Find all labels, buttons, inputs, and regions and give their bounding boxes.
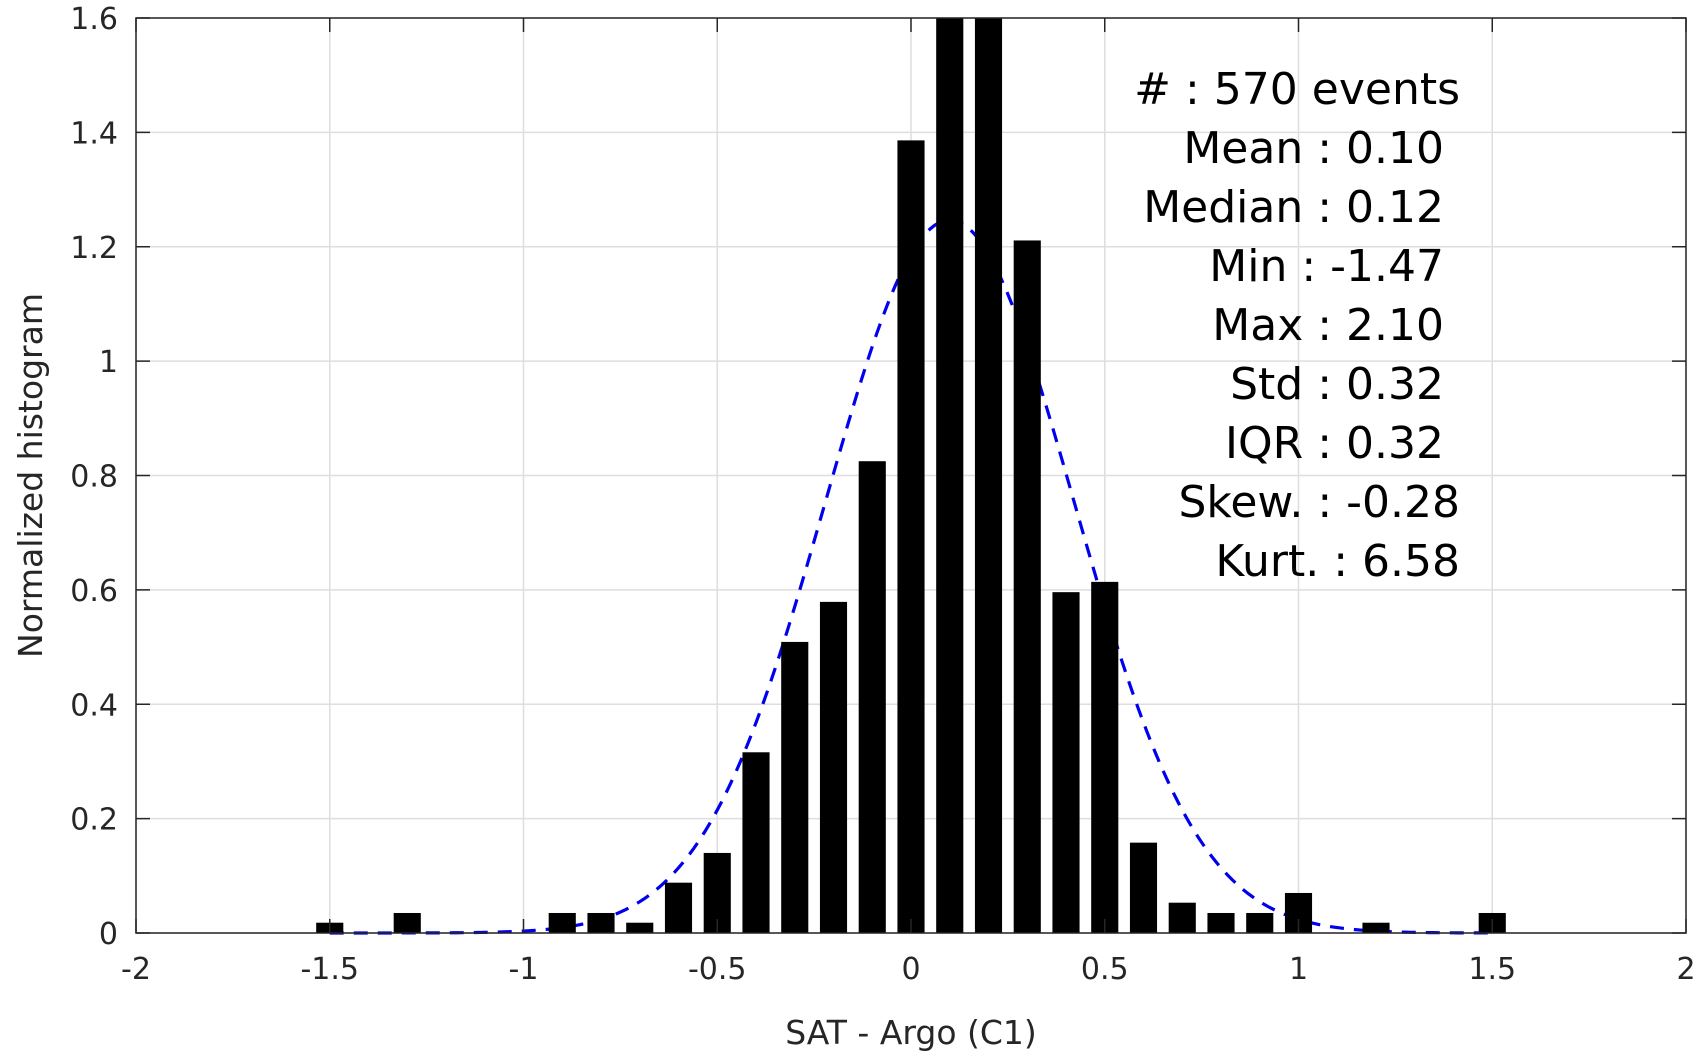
stat-line: Std : 0.32	[1230, 359, 1444, 410]
x-tick-label: 1.5	[1468, 952, 1516, 987]
y-tick-labels: 0 0.2 0.4 0.6 0.8 1 1.2 1.4 1.6	[70, 2, 118, 952]
stat-line: Mean : 0.10	[1183, 123, 1444, 174]
x-axis-label: SAT - Argo (C1)	[785, 1013, 1037, 1052]
histogram-bar	[858, 461, 886, 933]
x-tick-label: 1	[1289, 952, 1308, 987]
histogram-bar	[548, 912, 576, 933]
y-tick-label: 0.4	[70, 688, 118, 723]
stats-annotation: # : 570 events Mean : 0.10 Median : 0.12 Mi…	[1134, 64, 1460, 587]
histogram-bar	[1129, 842, 1158, 933]
stat-line: # : 570 events	[1134, 64, 1460, 115]
y-tick-label: 0.6	[70, 574, 118, 609]
histogram-bar	[1052, 592, 1080, 933]
x-tick-label: -2	[121, 952, 151, 987]
y-tick-label: 0.8	[70, 460, 118, 495]
x-tick-label: -1.5	[300, 952, 359, 987]
stat-line: IQR : 0.32	[1225, 418, 1444, 469]
histogram-bar	[1091, 581, 1119, 933]
histogram-bar	[1013, 240, 1041, 934]
x-tick-label: -1	[509, 952, 539, 987]
y-tick-label: 0.2	[70, 803, 118, 838]
stat-line: Min : -1.47	[1209, 241, 1444, 292]
y-axis-label: Normalized histogram	[11, 293, 50, 658]
x-tick-label: 0.5	[1081, 952, 1129, 987]
y-tick-label: 0	[99, 917, 118, 952]
y-tick-label: 1	[99, 345, 118, 380]
stat-line: Median : 0.12	[1143, 182, 1444, 233]
histogram-bar	[819, 601, 848, 933]
histogram-bar	[1246, 912, 1274, 933]
histogram-bar	[936, 18, 964, 933]
histogram-bar	[626, 922, 654, 933]
histogram-bar	[974, 18, 1003, 933]
stat-line: Kurt. : 6.58	[1215, 536, 1460, 587]
histogram-bar	[897, 140, 925, 934]
y-tick-label: 1.2	[70, 231, 118, 266]
y-tick-label: 1.6	[70, 2, 118, 37]
histogram-bars	[316, 18, 1506, 934]
stat-line: Skew. : -0.28	[1179, 477, 1461, 528]
histogram-bar	[742, 752, 770, 933]
x-tick-label: 0	[901, 952, 920, 987]
y-tick-label: 1.4	[70, 116, 118, 151]
histogram-bar	[393, 912, 421, 933]
histogram-bar	[781, 641, 809, 933]
x-tick-labels: -2 -1.5 -1 -0.5 0 0.5 1 1.5 2	[121, 952, 1696, 987]
plot-axes	[135, 17, 1687, 934]
stat-line: Max : 2.10	[1212, 300, 1444, 351]
histogram-bar	[587, 912, 615, 933]
histogram-bar	[1207, 912, 1235, 933]
histogram-bar	[664, 882, 693, 933]
histogram-bar	[1362, 922, 1390, 933]
x-tick-label: -0.5	[688, 952, 747, 987]
x-tick-label: 2	[1676, 952, 1695, 987]
histogram-bar	[1168, 902, 1196, 933]
